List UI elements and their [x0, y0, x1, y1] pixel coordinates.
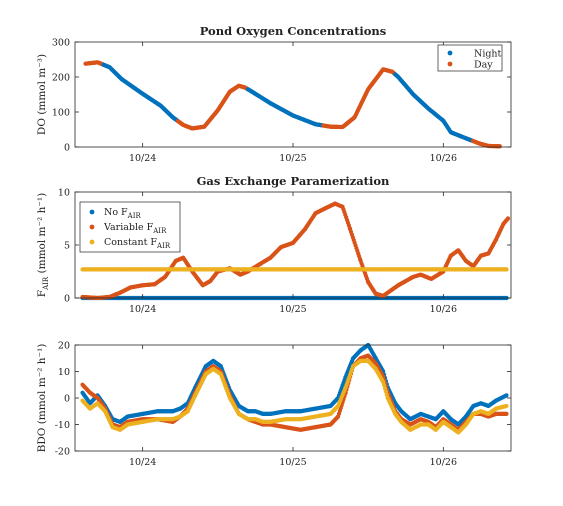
data-point — [382, 386, 388, 391]
data-point — [381, 380, 386, 385]
y-tick-label: 200 — [52, 73, 70, 84]
y-axis-label: DO (mmol m⁻³) — [36, 54, 48, 135]
y-tick-label: 10 — [58, 188, 70, 199]
y-tick-label: -20 — [55, 447, 70, 458]
legend-label: Day — [474, 60, 493, 71]
series-3 — [80, 267, 509, 272]
x-tick-label: 10/24 — [129, 457, 156, 468]
chart-1: 0 100 200 300 10/24 10/25 10/26 Pond Oxygen Con… — [36, 24, 512, 164]
y-tick-label: 0 — [64, 143, 70, 154]
plot-area — [75, 345, 511, 451]
legend-marker — [447, 50, 453, 56]
legend-box — [79, 201, 181, 253]
legend-box — [437, 44, 503, 72]
data-point — [497, 144, 502, 149]
legend-label: Constant FAIR — [104, 237, 171, 250]
data-point — [382, 383, 387, 388]
x-tick-label: 10/25 — [279, 457, 306, 468]
data-point — [504, 393, 509, 398]
x-tick-label: 10/24 — [129, 304, 156, 315]
data-point — [504, 411, 509, 416]
series-3 — [80, 358, 509, 435]
x-tick-label: 10/26 — [430, 304, 457, 315]
x-tick-label: 10/26 — [430, 457, 457, 468]
x-tick-label: 10/25 — [279, 153, 306, 164]
chart-3: -20 -10 0 10 20 10/24 10/25 10/26 BDO (mmol m⁻² … — [36, 341, 512, 468]
legend-marker — [89, 209, 95, 215]
legend-label: Night — [474, 49, 502, 60]
data-layer — [80, 342, 509, 435]
y-tick-label: 10 — [58, 367, 70, 378]
x-tick-label: 10/25 — [279, 304, 306, 315]
data-point — [504, 403, 509, 409]
y-tick-label: 20 — [58, 341, 70, 352]
x-tick-label: 10/26 — [430, 153, 457, 164]
y-tick-label: 5 — [64, 241, 70, 252]
y-tick-label: 0 — [64, 394, 70, 405]
legend-marker — [447, 61, 453, 67]
data-point — [505, 216, 511, 221]
data-point — [383, 389, 389, 394]
legend-marker — [89, 224, 95, 230]
legend-label: Variable FAIR — [103, 222, 167, 235]
y-tick-label: 100 — [52, 108, 70, 119]
chart-title: Pond Oxygen Concentrations — [200, 24, 387, 38]
data-point — [504, 267, 509, 272]
data-layer — [80, 201, 511, 301]
y-axis-label: BDO (mmol m⁻² h⁻¹) — [36, 344, 48, 453]
x-tick-label: 10/24 — [129, 153, 156, 164]
data-layer — [83, 60, 502, 149]
y-tick-label: 300 — [52, 38, 70, 49]
legend-marker — [89, 239, 95, 245]
data-point — [384, 392, 389, 397]
chart-2: 0 5 10 10/24 10/25 10/26 Gas Exchange Parameri… — [36, 174, 512, 315]
y-axis-label: FAIR (mmol m⁻² h⁻¹) — [36, 193, 50, 297]
y-tick-label: 0 — [64, 294, 70, 305]
y-tick-label: -10 — [55, 420, 70, 431]
chart-title: Gas Exchange Paramerization — [197, 174, 390, 188]
